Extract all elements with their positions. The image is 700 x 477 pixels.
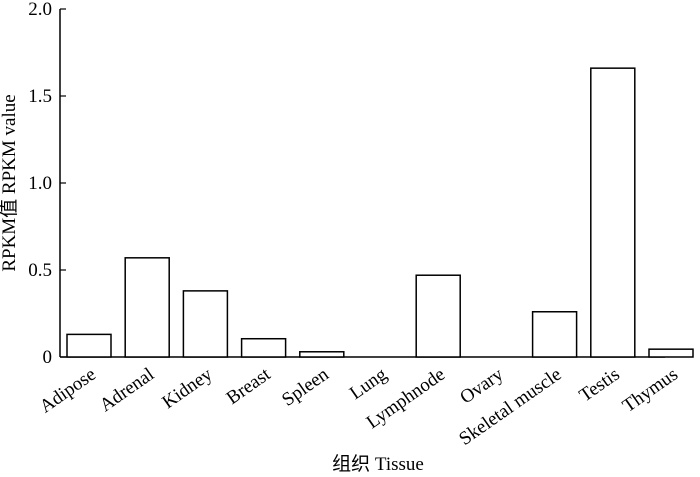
x-tick-label: Thymus — [619, 364, 682, 417]
bar-lymphnode — [415, 274, 461, 358]
bar-breast — [240, 337, 287, 358]
y-axis-ticks: 0 0.5 1.0 1.5 2.0 — [28, 0, 66, 368]
bar-adipose — [66, 333, 112, 358]
bar-testis — [590, 67, 636, 358]
x-tick-label: Testis — [576, 364, 624, 406]
y-tick-label: 0 — [43, 347, 53, 368]
x-tick-label: Spleen — [278, 364, 333, 411]
bars-group — [66, 67, 694, 358]
y-tick-label: 2.0 — [28, 0, 52, 20]
x-tick-label: Adrenal — [96, 364, 158, 416]
x-tick-label: Adipose — [36, 364, 100, 418]
bar-thymus — [648, 348, 694, 358]
x-axis-title: 组织 Tissue — [332, 453, 424, 475]
x-tick-label: Kidney — [158, 364, 216, 414]
y-tick-label: 1.5 — [28, 86, 52, 107]
x-tick-label: Lung — [346, 364, 391, 404]
x-tick-label: Breast — [223, 363, 275, 408]
y-tick-label: 0.5 — [28, 260, 52, 281]
bar-adrenal — [124, 257, 170, 358]
x-tick-label: Skeletal muscle — [455, 364, 565, 450]
y-tick-label: 1.0 — [28, 173, 52, 194]
bar-spleen — [299, 351, 345, 358]
bar-kidney — [182, 290, 229, 358]
bar-skeletal-muscle — [531, 311, 578, 358]
y-axis-title: RPKM值 RPKM value — [0, 94, 20, 271]
